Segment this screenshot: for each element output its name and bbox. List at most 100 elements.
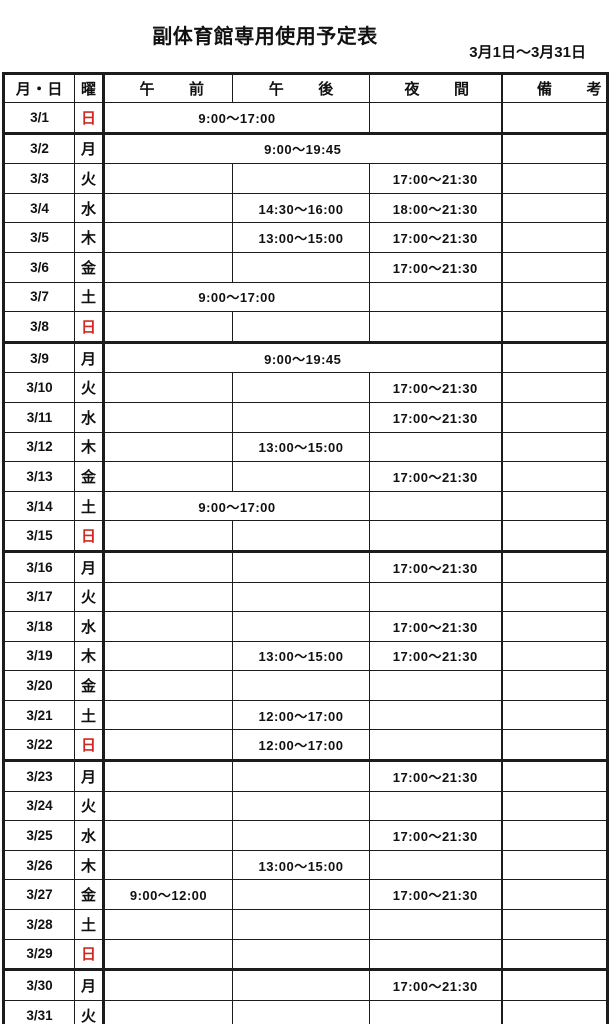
weekday-cell: 土 [74,699,105,731]
col-header-morning: 午前 [103,73,233,103]
morning-cell [103,820,233,851]
table-row: 3/10 火 17:00〜21:30 [3,372,608,403]
table-row: 3/7 土 9:00〜17:00 [3,281,608,313]
evening-cell [369,431,502,463]
table-row: 3/22 日 12:00〜17:00 [3,729,608,763]
weekday-cell: 火 [74,163,105,194]
remarks-cell [500,222,608,253]
afternoon-cell [232,879,370,911]
merged-time-cell: 9:00〜17:00 [103,490,370,522]
morning-cell [103,938,233,972]
table-row: 3/11 水 17:00〜21:30 [3,401,608,433]
remarks-cell [500,969,608,1001]
table-row: 3/31 火 [3,999,608,1024]
remarks-cell [500,163,608,194]
date-cell: 3/4 [3,192,75,224]
morning-cell [103,790,233,822]
morning-cell [103,311,233,344]
table-row: 3/1 日 9:00〜17:00 [3,102,608,135]
col-header-remarks: 備考 [500,73,608,103]
table-row: 3/18 水 17:00〜21:30 [3,611,608,642]
afternoon-cell: 13:00〜15:00 [232,640,370,672]
afternoon-cell: 13:00〜15:00 [232,849,370,881]
evening-cell [369,938,502,972]
date-cell: 3/22 [3,729,75,763]
evening-cell: 17:00〜21:30 [369,820,502,851]
morning-cell [103,431,233,463]
morning-cell [103,550,233,583]
remarks-cell [500,490,608,522]
remarks-cell [500,938,608,972]
weekday-cell: 日 [74,311,105,344]
evening-cell [369,581,502,613]
remarks-cell [500,849,608,881]
remarks-cell [500,431,608,463]
header-row: 月・日 曜 午前 午後 夜間 備考 [3,73,608,103]
evening-cell: 17:00〜21:30 [369,760,502,792]
date-cell: 3/14 [3,490,75,522]
weekday-cell: 木 [74,849,105,881]
date-cell: 3/5 [3,222,75,253]
evening-cell: 17:00〜21:30 [369,251,502,283]
afternoon-cell [232,969,370,1001]
date-cell: 3/9 [3,341,75,374]
table-row: 3/16 月 17:00〜21:30 [3,550,608,583]
date-cell: 3/23 [3,760,75,792]
afternoon-cell: 12:00〜17:00 [232,699,370,731]
evening-cell: 17:00〜21:30 [369,879,502,911]
date-cell: 3/30 [3,969,75,1001]
morning-cell [103,760,233,792]
morning-cell [103,729,233,763]
schedule-table-body: 3/1 日 9:00〜17:00 3/2 月 9:00〜19:45 3/3 火 17:00〜21… [3,102,608,1024]
weekday-cell: 木 [74,640,105,672]
table-row: 3/13 金 17:00〜21:30 [3,461,608,492]
morning-cell [103,581,233,613]
afternoon-cell [232,550,370,583]
afternoon-cell [232,163,370,194]
morning-cell [103,222,233,253]
afternoon-cell [232,611,370,642]
remarks-cell [500,132,608,165]
afternoon-cell: 14:30〜16:00 [232,192,370,224]
afternoon-cell [232,401,370,433]
evening-cell: 17:00〜21:30 [369,461,502,492]
evening-cell [369,790,502,822]
weekday-cell: 木 [74,431,105,463]
remarks-cell [500,729,608,763]
table-row: 3/30 月 17:00〜21:30 [3,969,608,1001]
table-row: 3/2 月 9:00〜19:45 [3,132,608,165]
remarks-cell [500,281,608,313]
page-title: 副体育館専用使用予定表 [152,26,378,48]
morning-cell [103,251,233,283]
weekday-cell: 日 [74,102,105,135]
afternoon-cell [232,520,370,553]
table-row: 3/29 日 [3,938,608,972]
evening-cell: 17:00〜21:30 [369,372,502,403]
remarks-cell [500,520,608,553]
date-cell: 3/15 [3,520,75,553]
date-cell: 3/26 [3,849,75,881]
table-row: 3/9 月 9:00〜19:45 [3,341,608,374]
morning-cell [103,461,233,492]
table-row: 3/14 土 9:00〜17:00 [3,490,608,522]
weekday-cell: 土 [74,490,105,522]
remarks-cell [500,699,608,731]
remarks-cell [500,611,608,642]
evening-cell: 17:00〜21:30 [369,550,502,583]
afternoon-cell: 13:00〜15:00 [232,222,370,253]
evening-cell: 17:00〜21:30 [369,401,502,433]
weekday-cell: 日 [74,729,105,763]
table-row: 3/28 土 [3,909,608,940]
afternoon-cell [232,999,370,1024]
evening-cell [369,102,502,135]
weekday-cell: 月 [74,969,105,1001]
morning-cell [103,670,233,701]
morning-cell [103,520,233,553]
remarks-cell [500,909,608,940]
evening-cell [369,670,502,701]
afternoon-cell: 12:00〜17:00 [232,729,370,763]
table-row: 3/19 木 13:00〜15:00 17:00〜21:30 [3,640,608,672]
merged-time-cell: 9:00〜17:00 [103,281,370,313]
morning-cell [103,849,233,881]
weekday-cell: 火 [74,372,105,403]
